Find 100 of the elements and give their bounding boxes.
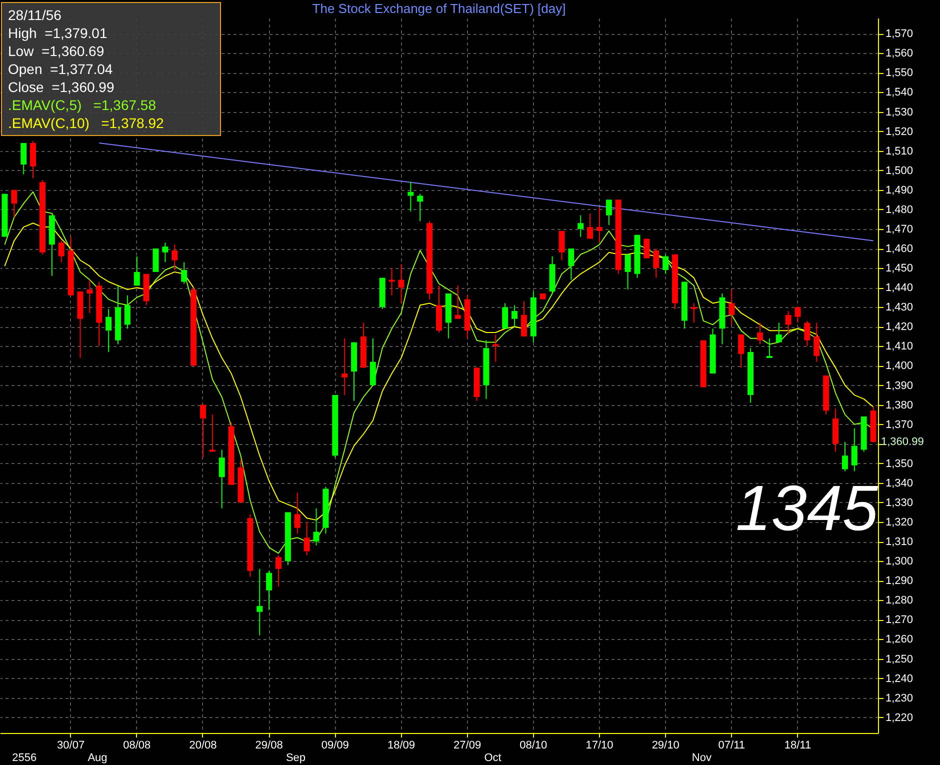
y-tick-label: 1,520 — [886, 126, 914, 138]
y-tick-label: 1,340 — [886, 477, 914, 490]
y-tick-label: 1,310 — [886, 536, 914, 548]
candlestick — [408, 182, 414, 212]
annotation: 28/11/56 — [8, 6, 62, 24]
candlestick — [134, 256, 140, 286]
text: Oct — [484, 752, 502, 764]
x-tick-label: 27/09 — [454, 740, 482, 752]
chart-title: The Stock Exchange of Thailand(SET) [day] — [312, 1, 566, 16]
candlestick — [86, 279, 93, 314]
candlestick — [20, 142, 27, 175]
y-tick-label: 1,410 — [886, 340, 914, 353]
y-tick-label: 1,500 — [886, 164, 914, 177]
y-tick-label: 1,530 — [886, 106, 914, 118]
candlestick — [502, 302, 508, 330]
candlestick — [304, 522, 310, 556]
annotation: Low =1,360.69 — [8, 42, 106, 60]
candlestick — [152, 248, 159, 272]
annotation: 1345 — [736, 472, 878, 544]
x-tick-label: 08/10 — [520, 740, 548, 752]
candlestick — [294, 492, 300, 534]
y-tick-label: 1,440 — [886, 282, 914, 294]
candlestick — [30, 140, 36, 179]
y-tick-label: 1,300 — [886, 556, 914, 568]
annotation: .EMAV(C,10) =1,378.92 — [8, 114, 165, 132]
x-tick-label: 18/11 — [784, 740, 812, 752]
annotation: Open =1,377.04 — [8, 60, 114, 78]
candlestick — [124, 294, 130, 330]
y-tick-label: 1,450 — [886, 262, 914, 275]
candlestick — [106, 308, 112, 353]
annotation: .EMAV(C,5) =1,367.58 — [8, 96, 157, 114]
y-tick-label: 1,330 — [886, 496, 914, 509]
candlestick — [276, 554, 282, 587]
candlestick — [785, 310, 792, 335]
text: Aug — [88, 752, 108, 764]
y-tick-label: 1,560 — [886, 48, 914, 60]
x-tick-label: 09/09 — [321, 740, 349, 752]
candlestick — [690, 302, 697, 324]
x-tick-label: 17/10 — [586, 740, 614, 752]
x-tick-label: 29/10 — [652, 740, 680, 752]
candlestick — [728, 289, 735, 326]
candlestick — [162, 242, 168, 263]
y-tick-label: 1,470 — [886, 223, 914, 236]
y-tick-label: 1,430 — [886, 302, 914, 314]
y-tick-label: 1,540 — [886, 86, 914, 99]
candlestick — [398, 264, 404, 304]
candlestick — [58, 240, 64, 263]
candlestick — [492, 334, 499, 362]
candlestick — [370, 338, 376, 386]
x-tick-label: 18/09 — [387, 740, 415, 752]
y-tick-label: 1,270 — [886, 614, 914, 626]
y-tick-label: 1,490 — [886, 184, 914, 196]
candlestick — [417, 193, 424, 222]
x-tick-label: 08/08 — [123, 740, 151, 752]
candlestick — [653, 248, 660, 278]
candlestick — [558, 230, 565, 261]
candlestick — [842, 441, 848, 472]
text: 2556 — [12, 752, 37, 764]
y-tick-label: 1,550 — [886, 67, 914, 80]
y-tick-label: 1,480 — [886, 204, 914, 216]
candlestick — [794, 306, 801, 324]
y-tick-label: 1,220 — [886, 712, 914, 724]
candlestick — [568, 248, 574, 280]
candlestick — [596, 206, 602, 244]
annotation: High =1,379.01 — [8, 24, 108, 42]
candlestick — [172, 244, 178, 271]
y-tick-label: 1,350 — [886, 458, 914, 470]
x-tick-label: 30/07 — [57, 740, 85, 752]
candlestick — [662, 254, 669, 274]
text: Sep — [286, 752, 306, 764]
candlestick — [454, 285, 461, 320]
candlestick — [624, 254, 631, 290]
candlestick — [814, 322, 820, 362]
y-tick-label: 1,280 — [886, 594, 914, 607]
y-tick-label: 1,390 — [886, 380, 914, 392]
y-tick-label: 1,230 — [886, 692, 914, 704]
candlestick — [644, 238, 650, 259]
candlestick — [804, 320, 810, 347]
y-tick-label: 1,320 — [886, 516, 914, 529]
annotation: Close =1,360.99 — [8, 78, 116, 96]
y-tick-label: 1,290 — [886, 575, 914, 588]
y-tick-label: 1,370 — [886, 418, 914, 431]
y-tick-label: 1,510 — [886, 145, 914, 158]
y-tick-label: 1,240 — [886, 672, 914, 685]
text: Nov — [692, 752, 712, 764]
y-tick-label: 1,570 — [886, 28, 914, 40]
y-tick-label: 1,380 — [886, 399, 914, 412]
candlestick — [11, 189, 18, 218]
x-tick-label: 07/11 — [718, 740, 746, 752]
candlestick — [313, 508, 320, 546]
candlestick — [200, 404, 206, 458]
candlestick — [756, 322, 763, 345]
candlestick — [587, 212, 594, 240]
candlestick — [256, 568, 263, 636]
candlestick — [181, 262, 188, 284]
y-tick-label: 1,420 — [886, 321, 914, 334]
candlestick — [512, 304, 518, 328]
candlestick — [766, 338, 772, 358]
candlestick — [209, 414, 216, 452]
y-tick-label: 1,260 — [886, 634, 914, 646]
